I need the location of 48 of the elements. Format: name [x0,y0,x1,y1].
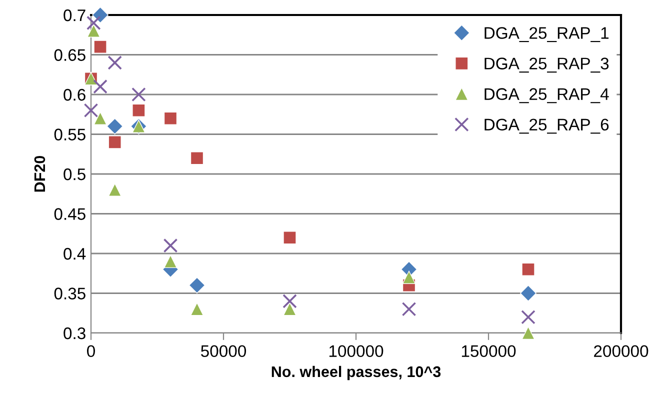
point [282,294,297,308]
point [522,326,535,340]
point [283,231,296,244]
legend-label: DGA_25_RAP_6 [484,118,609,134]
point [84,103,98,118]
point [93,79,108,94]
point [108,183,122,196]
point [108,136,122,149]
point [132,104,146,117]
point [87,24,100,38]
y-tick-label: 0.6 [64,88,86,101]
point [190,302,204,316]
y-tick-label: 0.65 [54,49,86,61]
x-tick-label: 0 [87,345,95,358]
point [521,310,536,324]
point [522,262,535,276]
point [164,112,178,125]
point [108,56,122,70]
x-tick-label: 100000 [329,345,384,358]
x-tick-label: 50000 [200,345,246,358]
y-axis-title: DF20 [34,156,46,192]
point [283,302,296,316]
point [94,112,107,125]
point [164,254,178,268]
point [402,302,416,316]
y-tick-label: 0.3 [64,327,86,340]
y-tick-label: 0.7 [64,9,86,22]
point [86,16,101,30]
x-axis-title: No. wheel passes, 10^3 [272,366,441,380]
y-tick-label: 0.45 [54,208,86,220]
point [163,238,178,253]
y-tick-label: 0.35 [54,288,86,300]
point [402,270,416,284]
x-tick-label: 200000 [594,345,648,358]
y-tick-label: 0.55 [54,128,86,140]
point [520,285,536,302]
y-tick-label: 0.5 [64,168,86,180]
legend-label: DGA_25_RAP_4 [484,88,609,104]
legend-label: DGA_25_RAP_1 [484,27,609,42]
legend-label: DGA_25_RAP_3 [484,58,609,73]
y-tick-label: 0.4 [64,248,86,260]
point [132,87,146,102]
point [190,152,204,165]
point [106,118,124,135]
point [188,277,206,294]
point [94,40,107,54]
point [92,6,108,24]
x-tick-label: 150000 [462,345,516,358]
